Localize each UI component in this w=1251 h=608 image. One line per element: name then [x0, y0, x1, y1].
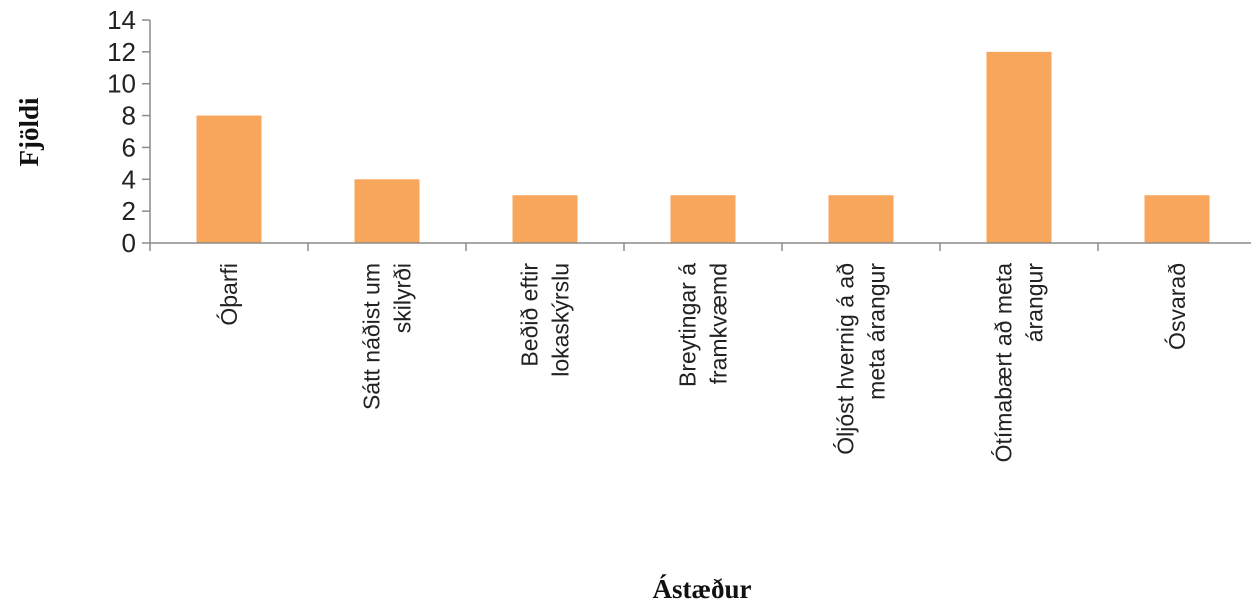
y-axis-title: Fjöldi: [14, 97, 44, 167]
y-tick-label: 8: [122, 101, 136, 131]
x-category-label: Beðið eftir: [517, 263, 543, 367]
x-category-label: Óljóst hvernig á að: [833, 263, 859, 455]
bar: [828, 195, 894, 243]
bars-group: [196, 51, 1210, 243]
x-category-label: Breytingar á: [675, 263, 701, 387]
y-tick-label: 6: [122, 132, 136, 162]
y-tick-label: 14: [107, 5, 136, 35]
x-category-label: meta árangur: [864, 263, 890, 400]
x-category-label: árangur: [1022, 263, 1048, 343]
bar: [1144, 195, 1210, 243]
x-category-label: Óþarfi: [216, 263, 242, 326]
x-category-label: framkvæmd: [706, 263, 732, 384]
x-category-label: Ótímabært að meta: [991, 263, 1017, 463]
y-tick-label: 0: [122, 228, 136, 258]
x-category-label: skilyrði: [390, 263, 416, 333]
x-category-label: lokaskýrslu: [548, 263, 574, 377]
x-axis-title: Ástæður: [653, 574, 752, 604]
bar: [512, 195, 578, 243]
bar: [354, 179, 420, 243]
y-tick-label: 2: [122, 196, 136, 226]
y-tick-label: 12: [107, 37, 136, 67]
x-category-label: Sátt náðist um: [359, 263, 385, 410]
bar: [196, 115, 262, 243]
y-tick-label: 10: [107, 69, 136, 99]
bar: [670, 195, 736, 243]
x-ticks-group: [149, 243, 1099, 251]
bar: [986, 51, 1052, 243]
x-labels-group: Óþarfi Sátt náðist um skilyrði Beðið eftir l…: [216, 263, 1190, 463]
y-tick-label: 4: [122, 164, 136, 194]
x-category-label: Ósvarað: [1164, 263, 1190, 350]
